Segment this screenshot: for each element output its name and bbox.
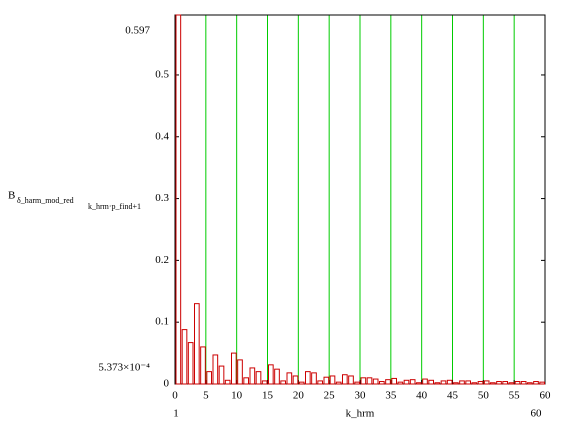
bar xyxy=(360,377,367,385)
bar xyxy=(335,381,342,385)
x-tick-label: 20 xyxy=(293,390,305,402)
bar xyxy=(181,329,188,385)
x-tick-label: 10 xyxy=(231,390,243,402)
bar xyxy=(459,380,465,385)
bar xyxy=(477,381,484,385)
y-tick-label: 0.1 xyxy=(155,316,169,328)
bar xyxy=(187,342,194,385)
y-limit-label: 0.597 xyxy=(125,25,150,37)
y-tick-label: 0.2 xyxy=(155,254,169,266)
bar xyxy=(385,379,391,385)
bar xyxy=(175,14,182,385)
x-tick-label: 45 xyxy=(447,390,459,402)
x-tick-label: 40 xyxy=(416,390,428,402)
bar xyxy=(298,381,305,385)
x-tick-label: 0 xyxy=(172,390,178,402)
bar xyxy=(342,374,348,385)
bar xyxy=(409,379,416,385)
bar xyxy=(434,382,441,385)
y-tick-label: 0 xyxy=(164,378,170,390)
bar xyxy=(483,380,490,385)
bar xyxy=(249,367,256,385)
bar xyxy=(317,380,324,385)
bar xyxy=(416,382,422,385)
y-tick-label: 0.4 xyxy=(155,130,169,142)
bar xyxy=(508,382,515,385)
bar xyxy=(366,377,373,385)
bar xyxy=(292,375,299,385)
x-tick-label: 30 xyxy=(355,390,367,402)
y-limit-label: 5.373×10⁻⁴ xyxy=(98,362,150,374)
bar xyxy=(231,352,237,385)
bar xyxy=(496,381,502,385)
bar xyxy=(446,379,453,385)
bar xyxy=(305,371,311,385)
bar xyxy=(490,382,496,385)
bar xyxy=(520,381,527,385)
bar xyxy=(329,375,336,385)
bar xyxy=(194,303,200,385)
bar xyxy=(465,380,472,385)
x-tick-label: 55 xyxy=(509,390,521,402)
bar xyxy=(422,378,428,385)
y-label-sub: k_hrm·p_find+1 xyxy=(88,202,141,211)
bar xyxy=(206,371,212,385)
y-tick-label: 0.5 xyxy=(155,68,169,80)
bar xyxy=(514,381,521,385)
bar xyxy=(268,364,274,385)
x-tick-label: 35 xyxy=(385,390,397,402)
bar xyxy=(311,372,317,385)
bar xyxy=(533,381,539,385)
bar xyxy=(286,372,293,385)
y-label-sub: δ_harm_mod_red xyxy=(17,196,74,205)
bar xyxy=(428,379,435,385)
x-limit-label: 60 xyxy=(531,408,543,420)
bar xyxy=(502,381,509,385)
bar xyxy=(224,379,231,385)
x-tick-label: 60 xyxy=(540,390,552,402)
bar xyxy=(348,375,354,385)
bar xyxy=(539,381,545,385)
bar xyxy=(391,377,398,385)
x-limit-label: 1 xyxy=(173,408,179,420)
bar xyxy=(379,381,385,385)
x-tick-label: 15 xyxy=(262,390,274,402)
bar xyxy=(280,380,287,385)
bar xyxy=(440,380,447,385)
bar xyxy=(243,377,249,385)
bar xyxy=(471,382,478,385)
bar xyxy=(397,381,404,385)
bar xyxy=(261,380,268,385)
bar xyxy=(255,371,262,385)
x-tick-label: 5 xyxy=(203,390,209,402)
bar xyxy=(453,382,459,385)
bar xyxy=(200,346,206,385)
bar xyxy=(218,365,225,385)
bar xyxy=(237,359,243,385)
bar xyxy=(323,376,330,385)
y-label-base: B xyxy=(8,190,15,202)
bar xyxy=(372,378,379,385)
bar xyxy=(274,368,280,385)
x-tick-label: 50 xyxy=(478,390,490,402)
x-label: k_hrm xyxy=(346,408,375,420)
bar xyxy=(527,382,533,385)
bar xyxy=(212,354,219,385)
y-tick-label: 0.3 xyxy=(155,192,169,204)
bar xyxy=(403,379,410,385)
x-tick-label: 25 xyxy=(324,390,336,402)
bar xyxy=(354,381,361,385)
